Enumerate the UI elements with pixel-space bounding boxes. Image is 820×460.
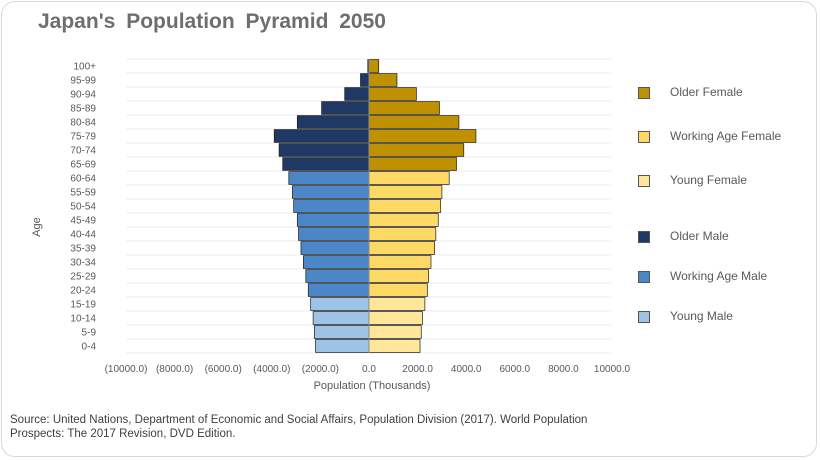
y-tick-label: 60-64 [70, 174, 96, 185]
source-note: Source: United Nations, Department of Ec… [10, 414, 588, 440]
bar-female-15-19 [368, 297, 426, 311]
y-tick-label: 45-49 [70, 216, 96, 227]
bar-female-60-64 [368, 171, 450, 185]
x-tick-label: (10000.0) [105, 364, 148, 375]
legend-label: Young Male [670, 309, 733, 323]
bar-male-70-74 [278, 143, 370, 157]
bar-female-20-24 [368, 283, 428, 297]
y-tick-label: 80-84 [70, 118, 96, 129]
bar-female-50-54 [368, 199, 442, 213]
bar-male-5-9 [313, 325, 370, 339]
y-tick-label: 40-44 [70, 230, 96, 241]
bar-female-45-49 [368, 213, 439, 227]
legend-swatch [638, 175, 650, 187]
legend-label: Young Female [670, 173, 747, 187]
legend-label: Working Age Male [670, 269, 768, 283]
bar-male-75-79 [273, 129, 370, 143]
bar-male-40-44 [298, 227, 370, 241]
bar-male-45-49 [296, 213, 370, 227]
legend-swatch [638, 271, 650, 283]
y-tick-label: 95-99 [70, 76, 96, 87]
y-tick-label: 0-4 [82, 342, 97, 353]
x-tick-label: (8000.0) [156, 364, 193, 375]
bar-male-15-19 [310, 297, 370, 311]
bar-male-60-64 [288, 171, 370, 185]
legend-label: Working Age Female [670, 129, 782, 143]
bar-male-30-34 [303, 255, 370, 269]
bar-female-90-94 [368, 87, 417, 101]
bar-female-100+ [368, 59, 380, 73]
legend-swatch [638, 231, 650, 243]
y-tick-label: 75-79 [70, 132, 96, 143]
legend-swatch [638, 131, 650, 143]
y-tick-label: 20-24 [70, 286, 96, 297]
bar-male-85-89 [321, 101, 370, 115]
bar-female-25-29 [368, 269, 429, 283]
legend-label: Older Female [670, 85, 743, 99]
y-tick-label: 90-94 [70, 90, 96, 101]
bar-female-0-4 [368, 339, 421, 353]
y-tick-label: 5-9 [82, 328, 97, 339]
bar-female-75-79 [368, 129, 477, 143]
axes: 0-4 5-9 10-14 15-19 20-24 25-29 30-34 35-39 40-4… [70, 59, 631, 375]
bar-female-65-69 [368, 157, 457, 171]
bar-male-35-39 [300, 241, 370, 255]
x-tick-label: (6000.0) [205, 364, 242, 375]
y-tick-label: 30-34 [70, 258, 96, 269]
legend-swatch [638, 87, 650, 99]
x-tick-label: 8000.0 [548, 364, 579, 375]
y-tick-label: 35-39 [70, 244, 96, 255]
bar-male-55-59 [292, 185, 370, 199]
y-tick-label: 15-19 [70, 300, 96, 311]
bar-male-65-69 [282, 157, 370, 171]
bar-female-35-39 [368, 241, 435, 255]
bar-male-0-4 [315, 339, 370, 353]
x-tick-label: (2000.0) [302, 364, 339, 375]
y-tick-label: 55-59 [70, 188, 96, 199]
y-axis-title: Age [31, 217, 43, 237]
y-tick-label: 85-89 [70, 104, 96, 115]
x-tick-label: (4000.0) [253, 364, 290, 375]
x-tick-label: 6000.0 [500, 364, 531, 375]
x-tick-label: 4000.0 [451, 364, 482, 375]
x-axis-title: Population (Thousands) [314, 380, 431, 392]
bar-female-30-34 [368, 255, 432, 269]
x-tick-label: 0.0 [362, 364, 376, 375]
chart-title: Japan's Population Pyramid 2050 [38, 10, 386, 33]
bar-male-25-29 [305, 269, 370, 283]
bar-male-80-84 [296, 115, 370, 129]
bar-male-90-94 [344, 87, 370, 101]
bar-female-85-89 [368, 101, 440, 115]
y-tick-label: 70-74 [70, 146, 96, 157]
x-tick-label: 2000.0 [402, 364, 433, 375]
bar-female-10-14 [368, 311, 423, 325]
bar-female-95-99 [368, 73, 398, 87]
bar-female-55-59 [368, 185, 443, 199]
legend-label: Older Male [670, 229, 729, 243]
bar-male-20-24 [307, 283, 370, 297]
y-tick-label: 10-14 [70, 314, 96, 325]
y-tick-label: 65-69 [70, 160, 96, 171]
bar-male-10-14 [312, 311, 370, 325]
y-tick-label: 100+ [73, 62, 96, 73]
y-tick-label: 25-29 [70, 272, 96, 283]
bar-female-5-9 [368, 325, 422, 339]
legend-swatch [638, 311, 650, 323]
y-tick-label: 50-54 [70, 202, 96, 213]
bar-female-80-84 [368, 115, 460, 129]
bar-female-40-44 [368, 227, 437, 241]
x-tick-label: 10000.0 [594, 364, 631, 375]
bar-male-50-54 [293, 199, 370, 213]
bar-male-95-99 [360, 73, 370, 87]
bars [273, 59, 477, 353]
bar-female-70-74 [368, 143, 465, 157]
